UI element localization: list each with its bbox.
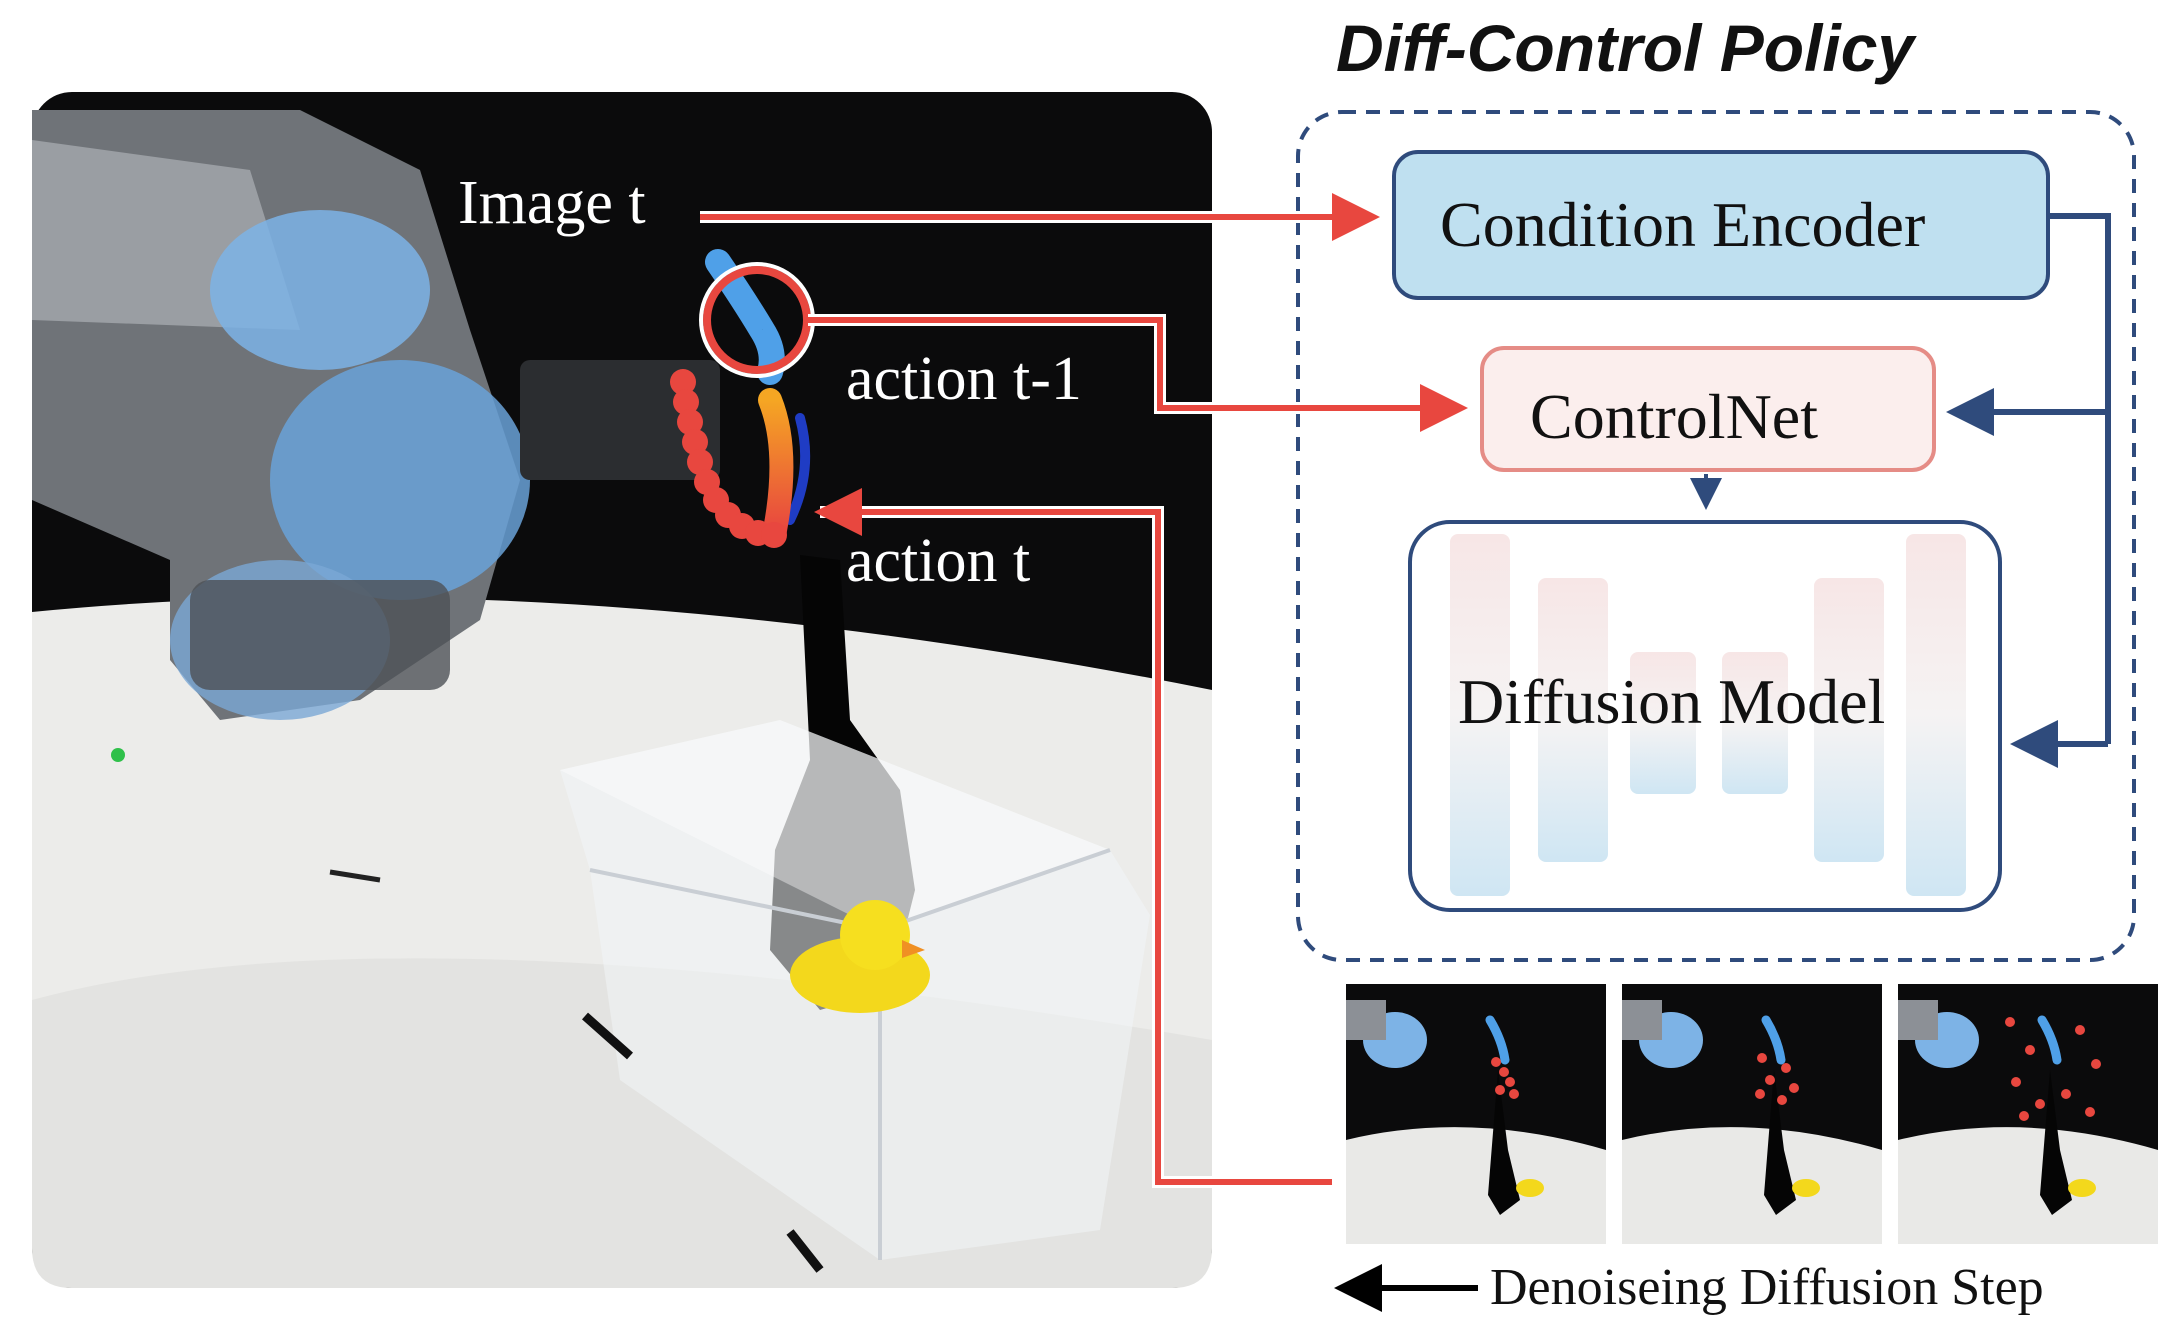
diffusion-model-block (1408, 520, 2002, 912)
encoder-to-modules-connector (1946, 213, 2111, 768)
denoise-thumbnail-3 (1898, 984, 2158, 1244)
action-current-trajectory (758, 388, 794, 542)
diffusion-model-label: Diffusion Model (1458, 666, 1886, 737)
condition-encoder-label: Condition Encoder (1440, 189, 1926, 260)
image-t-label: Image t (458, 169, 646, 237)
action-prev-highlight (703, 266, 811, 374)
figure-title: Diff-Control Policy (1336, 11, 1915, 85)
denoise-step-label: Denoiseing Diffusion Step (1490, 1259, 2044, 1316)
denoise-thumbnail-1 (1346, 984, 1606, 1244)
controlnet-label: ControlNet (1530, 381, 1818, 452)
denoise-thumbnail-2 (1622, 984, 1882, 1244)
action-t-label: action t (846, 527, 1031, 595)
action-t-trajectory (670, 369, 787, 548)
robot-photo (32, 92, 1212, 1288)
controlnet-block (1480, 346, 1936, 472)
condition-encoder-block (1392, 150, 2050, 300)
action-prev-label: action t-1 (846, 345, 1082, 413)
